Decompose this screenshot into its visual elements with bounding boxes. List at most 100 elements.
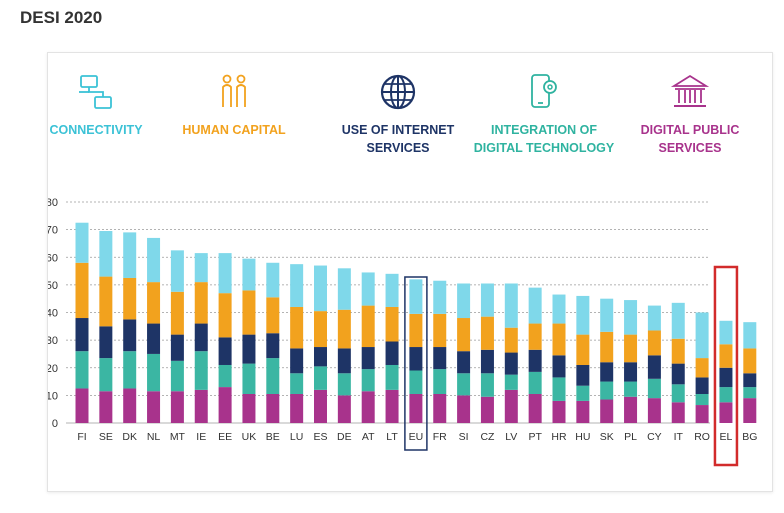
bar-segment-cz (480, 373, 494, 397)
bar-segment-pt (528, 323, 542, 350)
bar-segment-el (719, 387, 733, 403)
bar-segment-lt (385, 364, 399, 390)
y-tick-label: 0 (52, 418, 58, 430)
bar-segment-de (337, 348, 351, 374)
x-tick-label: LV (505, 431, 517, 443)
bar-segment-cy (647, 398, 661, 423)
people-icon (222, 74, 246, 107)
bar-segment-mt (170, 391, 184, 423)
bar-segment-pl (624, 362, 638, 382)
bar-segment-at (361, 369, 375, 392)
y-tick-label: 10 (48, 390, 58, 402)
bar-segment-at (361, 305, 375, 348)
bar-segment-si (457, 283, 471, 319)
bar-segment-at (361, 272, 375, 306)
legend-label: DIGITAL PUBLIC SERVICES (640, 123, 740, 155)
bar-segment-se (99, 276, 113, 327)
legend-label: USE OF INTERNET SERVICES (341, 123, 455, 155)
bar-segment-mt (170, 291, 184, 335)
legend-item-digital-public-services: DIGITAL PUBLIC SERVICES (625, 73, 755, 157)
x-tick-label: EE (218, 431, 232, 443)
bar-segment-cy (647, 305, 661, 331)
page-title: DESI 2020 (20, 8, 103, 27)
bar-segment-fi (75, 351, 89, 389)
x-tick-label: RO (694, 431, 710, 443)
bar-segment-hr (552, 323, 566, 356)
bar-segment-it (671, 338, 685, 364)
legend-item-connectivity: CONNECTIVITY (36, 73, 156, 139)
bar-segment-lu (290, 306, 304, 349)
bar-segment-cz (480, 316, 494, 350)
bar-segment-fi (75, 262, 89, 319)
bar-segment-hu (576, 334, 590, 365)
bar-segment-uk (242, 258, 256, 291)
bar-segment-hu (576, 364, 590, 386)
bar-segment-be (266, 262, 280, 298)
y-tick-label: 60 (48, 252, 58, 264)
legend-item-human-capital: HUMAN CAPITAL (164, 73, 304, 139)
bar-segment-es (314, 311, 327, 348)
x-tick-label: BE (266, 431, 280, 443)
bar-segment-dk (123, 351, 137, 389)
x-tick-label: EU (409, 431, 424, 443)
legend-item-digital-technology: INTEGRATION OF DIGITAL TECHNOLOGY (464, 73, 624, 157)
bar-segment-ro (695, 358, 709, 378)
bar-segment-at (361, 391, 375, 423)
bar-segment-pt (528, 393, 542, 423)
bar-segment-ee (218, 387, 232, 423)
bar-segment-mt (170, 334, 184, 361)
bar-segment-el (719, 344, 733, 368)
bar-segment-bg (743, 322, 757, 349)
bar-segment-de (337, 395, 351, 423)
bar-segment-dk (123, 277, 137, 320)
legend-label: CONNECTIVITY (49, 123, 143, 137)
bar-segment-si (457, 395, 471, 423)
bar-segment-lv (504, 352, 518, 375)
bar-segment-hu (576, 295, 590, 335)
bar-segment-uk (242, 363, 256, 394)
bar-segment-se (99, 231, 113, 277)
x-tick-label: LT (386, 431, 398, 443)
bar-segment-cy (647, 355, 661, 379)
bar-segment-be (266, 333, 280, 359)
x-tick-label: LU (290, 431, 303, 443)
x-tick-label: UK (242, 431, 257, 443)
bar-segment-eu (409, 370, 423, 394)
bar-segment-cz (480, 396, 494, 423)
x-tick-label: SI (459, 431, 469, 443)
x-tick-label: CY (647, 431, 662, 443)
bar-segment-bg (743, 348, 757, 374)
y-tick-label: 70 (48, 225, 58, 237)
bar-segment-nl (147, 282, 161, 324)
legend-item-internet-services: USE OF INTERNET SERVICES (333, 73, 463, 157)
bar-segment-lu (290, 373, 304, 394)
bar-segment-fr (433, 313, 447, 348)
x-tick-label: IT (674, 431, 684, 443)
y-tick-label: 40 (48, 308, 58, 320)
bar-segment-ie (194, 282, 208, 324)
bar-segment-sk (600, 399, 614, 423)
bar-segment-bg (743, 373, 757, 388)
bar-segment-pl (624, 300, 638, 335)
bar-segment-pt (528, 349, 542, 372)
x-tick-label: HR (551, 431, 567, 443)
bar-segment-hr (552, 355, 566, 378)
bar-segment-hr (552, 294, 566, 324)
y-tick-label: 80 (48, 197, 58, 209)
bar-segment-ee (218, 364, 232, 388)
bar-segment-sk (600, 381, 614, 400)
x-tick-label: DK (122, 431, 137, 443)
bar-segment-hu (576, 385, 590, 401)
bar-segment-lu (290, 348, 304, 374)
x-tick-label: CZ (480, 431, 495, 443)
bar-segment-el (719, 402, 733, 423)
bar-segment-nl (147, 237, 161, 283)
bar-segment-eu (409, 313, 423, 348)
y-tick-label: 50 (48, 280, 58, 292)
x-tick-label: ES (313, 431, 327, 443)
x-tick-label: PT (528, 431, 542, 443)
bar-segment-es (314, 389, 327, 423)
bar-segment-cz (480, 349, 494, 374)
bar-segment-se (99, 358, 113, 392)
bar-segment-cy (647, 378, 661, 399)
